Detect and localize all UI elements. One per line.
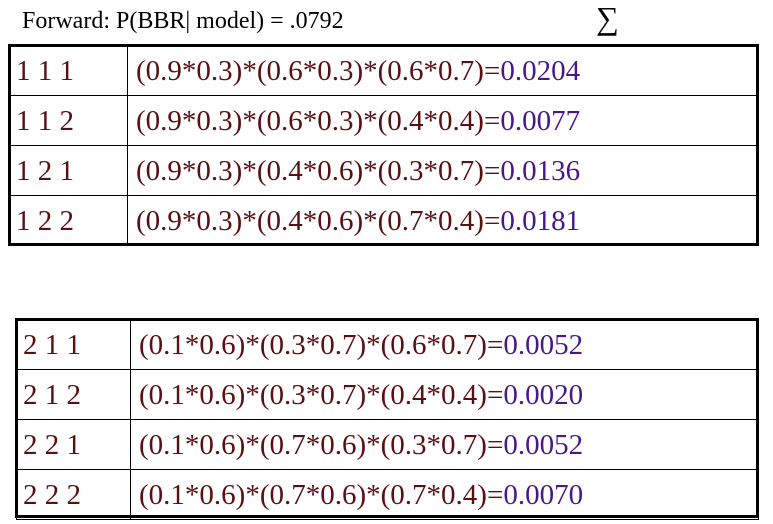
expression-text: (0.9*0.3)*(0.4*0.6)*(0.3*0.7)=	[136, 154, 501, 187]
probability-expression: (0.1*0.6)*(0.7*0.6)*(0.3*0.7)=0.0052	[130, 419, 759, 470]
result-value: 0.0136	[500, 154, 581, 187]
state-sequence-label: 2 1 1	[16, 319, 131, 370]
forward-probability-title: Forward: P(BBR| model) = .0792	[22, 8, 344, 34]
state-sequence-label: 2 1 2	[16, 369, 131, 420]
result-value: 0.0181	[500, 204, 581, 237]
state-sequence-label: 1 1 2	[9, 95, 128, 146]
path-table-state-2: 2 1 1 (0.1*0.6)*(0.3*0.7)*(0.6*0.7)=0.00…	[16, 319, 759, 520]
state-sequence-label: 1 1 1	[9, 45, 128, 96]
table-row: 1 1 1 (0.9*0.3)*(0.6*0.3)*(0.6*0.7)=0.02…	[9, 45, 759, 96]
result-value: 0.0020	[503, 378, 584, 411]
result-value: 0.0077	[500, 104, 581, 137]
expression-text: (0.9*0.3)*(0.6*0.3)*(0.6*0.7)=	[136, 54, 501, 87]
result-value: 0.0070	[503, 478, 584, 511]
probability-expression: (0.1*0.6)*(0.3*0.7)*(0.4*0.4)=0.0020	[130, 369, 759, 420]
table-row: 2 1 1 (0.1*0.6)*(0.3*0.7)*(0.6*0.7)=0.00…	[16, 319, 759, 370]
state-sequence-label: 2 2 1	[16, 419, 131, 470]
probability-expression: (0.9*0.3)*(0.4*0.6)*(0.7*0.4)=0.0181	[127, 195, 759, 246]
path-table-state-1: 1 1 1 (0.9*0.3)*(0.6*0.3)*(0.6*0.7)=0.02…	[9, 45, 759, 246]
table-row: 1 2 1 (0.9*0.3)*(0.4*0.6)*(0.3*0.7)=0.01…	[9, 145, 759, 196]
probability-expression: (0.9*0.3)*(0.6*0.3)*(0.6*0.7)=0.0204	[127, 45, 759, 96]
probability-expression: (0.1*0.6)*(0.7*0.6)*(0.7*0.4)=0.0070	[130, 469, 759, 520]
table-row: 1 1 2 (0.9*0.3)*(0.6*0.3)*(0.4*0.4)=0.00…	[9, 95, 759, 146]
result-value: 0.0052	[503, 428, 584, 461]
table-row: 2 2 2 (0.1*0.6)*(0.7*0.6)*(0.7*0.4)=0.00…	[16, 469, 759, 520]
sigma-symbol: ∑	[596, 0, 619, 36]
expression-text: (0.9*0.3)*(0.6*0.3)*(0.4*0.4)=	[136, 104, 501, 137]
state-sequence-label: 1 2 2	[9, 195, 128, 246]
result-value: 0.0204	[500, 54, 581, 87]
state-sequence-label: 1 2 1	[9, 145, 128, 196]
expression-text: (0.1*0.6)*(0.7*0.6)*(0.3*0.7)=	[139, 428, 504, 461]
table-row: 2 1 2 (0.1*0.6)*(0.3*0.7)*(0.4*0.4)=0.00…	[16, 369, 759, 420]
state-sequence-label: 2 2 2	[16, 469, 131, 520]
expression-text: (0.9*0.3)*(0.4*0.6)*(0.7*0.4)=	[136, 204, 501, 237]
expression-text: (0.1*0.6)*(0.3*0.7)*(0.4*0.4)=	[139, 378, 504, 411]
table-row: 2 2 1 (0.1*0.6)*(0.7*0.6)*(0.3*0.7)=0.00…	[16, 419, 759, 470]
expression-text: (0.1*0.6)*(0.3*0.7)*(0.6*0.7)=	[139, 328, 504, 361]
table-row: 1 2 2 (0.9*0.3)*(0.4*0.6)*(0.7*0.4)=0.01…	[9, 195, 759, 246]
probability-expression: (0.1*0.6)*(0.3*0.7)*(0.6*0.7)=0.0052	[130, 319, 759, 370]
probability-expression: (0.9*0.3)*(0.4*0.6)*(0.3*0.7)=0.0136	[127, 145, 759, 196]
result-value: 0.0052	[503, 328, 584, 361]
expression-text: (0.1*0.6)*(0.7*0.6)*(0.7*0.4)=	[139, 478, 504, 511]
probability-expression: (0.9*0.3)*(0.6*0.3)*(0.4*0.4)=0.0077	[127, 95, 759, 146]
